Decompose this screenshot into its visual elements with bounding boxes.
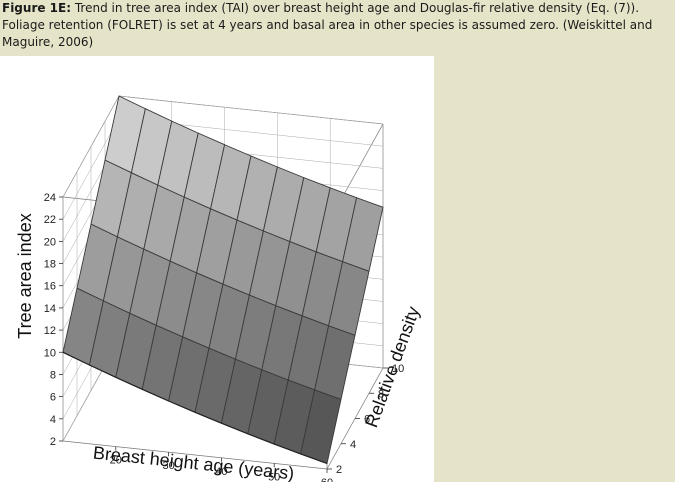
x-tick-label: 40 [215, 466, 227, 478]
back-wall-gridline [118, 95, 384, 125]
y-tick-label: 10 [392, 363, 404, 375]
caption-label: Figure 1E: [2, 1, 72, 15]
y-tick-label: 4 [350, 439, 356, 451]
surface-chart: 246810121416182022242030405060246810 Tre… [15, 95, 423, 482]
z-tick-label: 6 [50, 392, 56, 404]
y-tick-label: 8 [378, 388, 384, 400]
z-axis-label: Tree area index [15, 213, 35, 338]
y-tick-label: 2 [336, 464, 342, 476]
z-tick-label: 10 [44, 347, 56, 359]
z-tick-label: 2 [50, 436, 56, 448]
z-tick-label: 16 [44, 281, 56, 293]
caption-text: Trend in tree area index (TAI) over brea… [2, 1, 653, 49]
x-tick-label: 30 [162, 460, 174, 472]
figure-caption: Figure 1E: Trend in tree area index (TAI… [2, 0, 672, 51]
z-tick-label: 12 [44, 325, 56, 337]
x-tick-label: 50 [268, 471, 280, 482]
z-tick-label: 8 [50, 369, 56, 381]
x-tick-label: 20 [110, 455, 122, 467]
z-tick-label: 24 [44, 192, 56, 204]
y-tick-label: 6 [364, 414, 370, 426]
z-tick-label: 14 [44, 303, 56, 315]
z-tick-label: 20 [44, 236, 56, 248]
box-floor-edge [62, 440, 328, 470]
z-tick-label: 4 [50, 414, 56, 426]
figure-panel: 246810121416182022242030405060246810 Tre… [0, 56, 434, 482]
z-tick-label: 22 [44, 214, 56, 226]
x-tick-label: 60 [321, 477, 333, 482]
x-axis-label: Breast height age (years) [92, 443, 295, 482]
z-tick-label: 18 [44, 259, 56, 271]
surface-front-edge [62, 351, 328, 465]
